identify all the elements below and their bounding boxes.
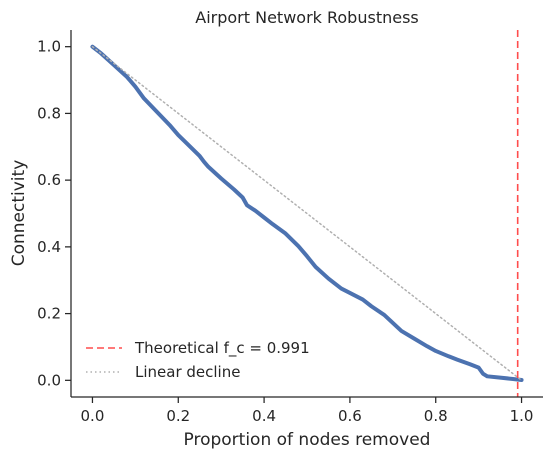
- y-tick-label: 1.0: [37, 38, 61, 56]
- x-tick-label: 0.6: [338, 407, 362, 425]
- x-axis-title: Proportion of nodes removed: [184, 430, 431, 450]
- y-tick-label: 0.8: [37, 104, 61, 122]
- y-tick-label: 0.0: [37, 371, 61, 389]
- x-tick-label: 1.0: [510, 407, 534, 425]
- connectivity-series-line: [90, 44, 524, 382]
- x-tick-label: 0.0: [81, 407, 105, 425]
- y-axis-title: Connectivity: [9, 160, 29, 267]
- legend-label: Linear decline: [135, 363, 240, 381]
- x-tick-label: 0.2: [166, 407, 190, 425]
- linear-decline-line: [91, 45, 523, 382]
- chart-title: Airport Network Robustness: [195, 8, 419, 27]
- x-tick-label: 0.4: [252, 407, 276, 425]
- y-tick-label: 0.2: [37, 305, 61, 323]
- y-tick-label: 0.4: [37, 238, 61, 256]
- plot-area: [90, 30, 524, 397]
- legend: Theoretical f_c = 0.991 Linear decline: [86, 339, 310, 381]
- legend-label: Theoretical f_c = 0.991: [134, 339, 310, 358]
- y-axis-ticks: 0.0 0.2 0.4 0.6 0.8 1.0: [37, 38, 71, 389]
- x-axis-ticks: 0.0 0.2 0.4 0.6 0.8 1.0: [81, 397, 534, 425]
- y-tick-label: 0.6: [37, 171, 61, 189]
- x-tick-label: 0.8: [424, 407, 448, 425]
